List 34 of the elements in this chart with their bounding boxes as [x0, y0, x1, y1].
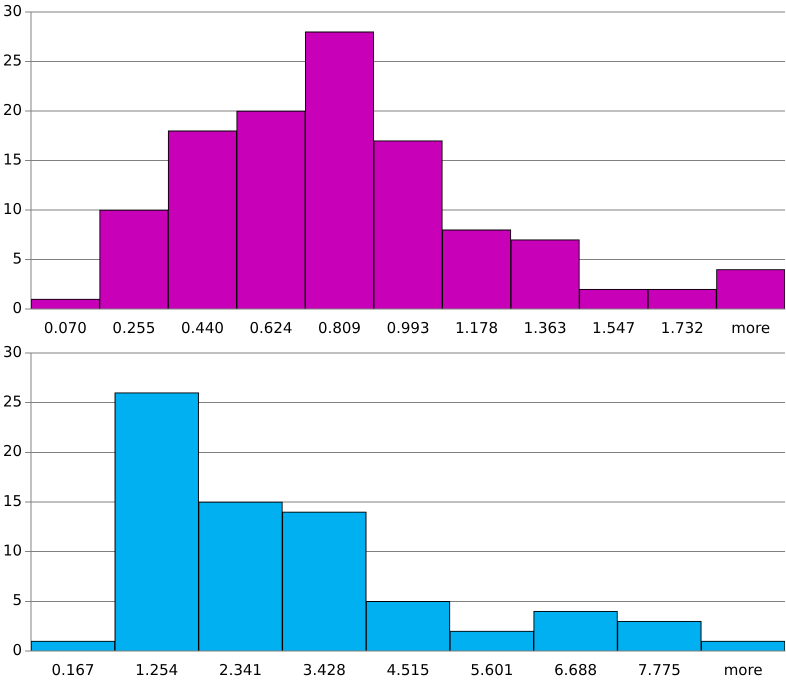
y-tick-label: 30 [2, 2, 22, 20]
y-tick-label: 5 [12, 591, 22, 610]
x-tick-label: 1.363 [524, 318, 567, 337]
x-tick-label: 2.341 [219, 660, 262, 679]
y-tick-label: 25 [2, 51, 22, 70]
x-tick-label: 1.178 [455, 318, 498, 337]
y-tick-label: 15 [2, 492, 22, 510]
x-tick-label: 4.515 [386, 660, 430, 679]
x-tick-label: more [731, 318, 770, 337]
x-tick-label: 0.624 [249, 318, 292, 337]
x-tick-label: 6.688 [554, 660, 598, 679]
x-tick-label: 0.440 [180, 318, 224, 337]
y-tick-label: 30 [2, 342, 22, 361]
x-tick-label: 0.809 [318, 318, 361, 337]
y-tick-label: 25 [2, 392, 22, 411]
y-tick-label: 0 [12, 298, 22, 317]
x-tick-label: 7.775 [638, 660, 681, 679]
y-tick-label: 0 [12, 640, 22, 659]
x-tick-label: 3.428 [302, 660, 346, 679]
x-tick-label: more [724, 660, 763, 679]
y-tick-label: 15 [2, 150, 22, 168]
x-tick-label: 0.167 [51, 660, 94, 679]
y-tick-label: 10 [2, 200, 22, 218]
x-tick-label: 0.255 [112, 318, 156, 337]
x-tick-label: 0.993 [386, 318, 430, 337]
x-tick-label: 1.254 [135, 660, 178, 679]
y-tick-label: 10 [2, 542, 22, 560]
x-tick-label: 1.732 [660, 318, 704, 337]
y-tick-label: 20 [2, 100, 22, 119]
x-tick-label: 1.547 [592, 318, 636, 337]
y-tick-label: 5 [12, 249, 22, 268]
x-tick-label: 0.070 [44, 318, 87, 337]
x-tick-label: 5.601 [470, 660, 514, 679]
y-tick-label: 20 [2, 442, 22, 460]
